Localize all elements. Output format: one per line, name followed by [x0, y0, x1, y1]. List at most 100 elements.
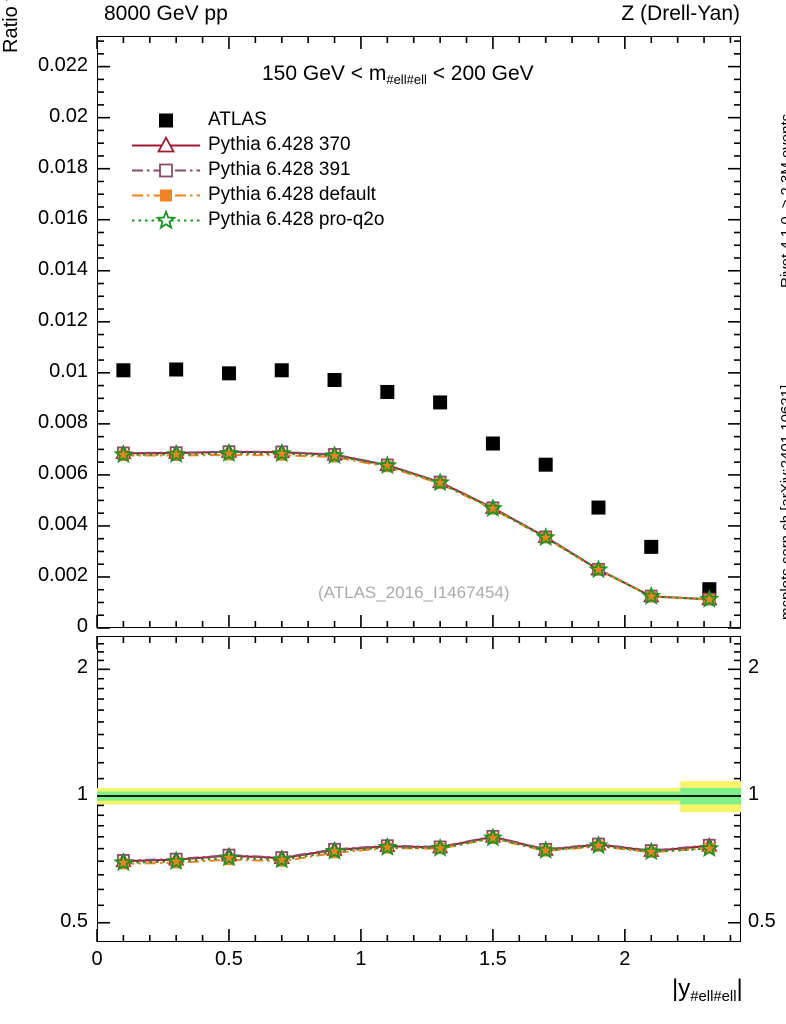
data-marker-star-open	[113, 852, 134, 872]
xaxis-tick-label: 1.5	[478, 948, 507, 970]
data-marker-star-open	[377, 455, 398, 475]
data-marker-star-open	[588, 835, 609, 855]
data-marker-star-open	[113, 444, 134, 464]
data-marker-square-filled	[645, 591, 657, 603]
xaxis-label: |y#ell#ell|	[672, 975, 743, 1005]
main-yaxis-tick-label: 0	[76, 615, 88, 637]
series-line-pythia-6-428-pro-q2o	[123, 452, 710, 601]
main-yaxis-tick-label: 0.022	[37, 53, 88, 76]
legend-item[interactable]: Pythia 6.428 370	[130, 133, 450, 158]
main-yaxis-tick-label: 0.004	[37, 512, 88, 535]
xaxis-tick-label: 0.5	[215, 948, 243, 970]
ratio-yaxis-tick-label-right: 0.5	[748, 909, 776, 932]
ratio-yaxis-tick-label: 1	[76, 783, 88, 806]
ratio-yaxis-tick-label: 2	[76, 656, 88, 679]
data-marker-star-open	[271, 443, 292, 463]
data-marker-star-open	[641, 585, 662, 605]
main-yaxis-tick-label: 0.016	[37, 206, 88, 229]
data-marker-star-open	[377, 836, 398, 856]
legend-item[interactable]: Pythia 6.428 391	[130, 158, 450, 183]
data-marker-square-filled	[117, 450, 129, 462]
main-yaxis-tick-label: 0.01	[49, 359, 88, 382]
legend-item[interactable]: Pythia 6.428 pro-q2o	[130, 208, 450, 233]
ratio-yaxis-tick-label: 0.5	[60, 909, 88, 932]
data-marker-square-filled	[327, 372, 342, 387]
legend-sample-triangle-open-icon	[130, 133, 202, 158]
data-marker-star-open	[482, 827, 503, 847]
main-yaxis-tick-label: 0.014	[37, 257, 88, 280]
mass-range-annotation: 150 GeV < m#ell#ell < 200 GeV	[262, 62, 534, 88]
data-marker-square-filled	[540, 532, 552, 544]
legend-item[interactable]: ATLAS	[130, 108, 450, 133]
data-marker-square-filled	[329, 847, 341, 859]
data-marker-star-open	[430, 837, 451, 857]
legend-item-label: Pythia 6.428 370	[208, 134, 351, 155]
xaxis-tick-label: 0	[91, 948, 103, 970]
header-right-label: Z (Drell-Yan)	[621, 2, 740, 25]
data-marker-star-open	[324, 840, 345, 860]
data-marker-square-filled	[538, 457, 553, 472]
data-marker-square-filled	[433, 395, 448, 410]
data-marker-square-filled	[223, 854, 235, 866]
data-marker-star-open	[588, 559, 609, 579]
data-marker-star-open	[641, 841, 662, 861]
data-marker-square-filled	[591, 500, 606, 515]
data-marker-star-open	[535, 527, 556, 547]
data-marker-square-filled	[117, 858, 129, 870]
data-marker-square-filled	[645, 846, 657, 858]
ratio-series-line	[123, 836, 710, 864]
data-marker-square-filled	[540, 845, 552, 857]
analysis-watermark: (ATLAS_2016_I1467454)	[318, 583, 510, 602]
data-marker-square-filled	[170, 450, 182, 462]
data-marker-square-filled	[703, 842, 715, 854]
data-marker-square-filled	[381, 461, 393, 473]
ratio-yaxis-tick-label-right: 2	[748, 656, 760, 679]
data-marker-square-filled	[170, 857, 182, 869]
data-marker-star-open	[166, 851, 187, 870]
ratio-yaxis-tick-label-right: 1	[748, 783, 760, 806]
data-marker-star-open	[218, 847, 239, 867]
main-yaxis-tick-label: 0.018	[37, 155, 88, 178]
data-marker-square-filled	[223, 449, 235, 461]
data-marker-square-filled	[434, 478, 446, 490]
legend-sample-square-open-icon	[130, 158, 202, 183]
xaxis-tick-label: 2	[619, 948, 631, 970]
data-marker-square-filled	[329, 451, 341, 463]
legend-sample-square-filled-icon	[130, 108, 202, 133]
data-marker-square-filled	[116, 363, 131, 378]
data-marker-square-filled	[485, 436, 500, 451]
legend-item-label: Pythia 6.428 pro-q2o	[208, 209, 385, 230]
data-marker-square-filled	[644, 539, 659, 554]
main-yaxis-tick-label: 0.006	[37, 461, 88, 484]
legend-item[interactable]: Pythia 6.428 default	[130, 183, 450, 208]
main-yaxis-tick-label: 0.008	[37, 410, 88, 433]
legend: ATLAS Pythia 6.428 370 Pythia 6.428 391 Pyt…	[130, 108, 450, 233]
legend-item-label: Pythia 6.428 391	[208, 159, 351, 180]
data-marker-star-open	[218, 442, 239, 462]
data-marker-square-filled	[274, 363, 289, 378]
data-marker-square-filled	[487, 503, 499, 515]
data-marker-square-filled	[434, 843, 446, 855]
main-plot-panel	[97, 36, 741, 628]
data-marker-star-open	[535, 840, 556, 860]
data-marker-star-open	[699, 838, 720, 858]
main-yaxis-tick-label: 0.002	[37, 563, 88, 586]
data-marker-square-filled	[276, 855, 288, 867]
data-marker-star-open	[482, 498, 503, 518]
legend-item-label: ATLAS	[208, 109, 267, 130]
data-marker-square-filled	[592, 564, 604, 576]
data-marker-star-open	[271, 849, 292, 869]
data-marker-square-filled	[221, 366, 236, 381]
data-marker-star-open	[699, 588, 720, 608]
legend-sample-square-filled-icon	[130, 183, 202, 208]
series-line-pythia-6-428-391	[123, 450, 710, 601]
data-marker-square-filled	[592, 840, 604, 852]
series-line-pythia-6-428-default	[123, 453, 710, 601]
legend-item-label: Pythia 6.428 default	[208, 184, 376, 205]
data-marker-square-filled	[381, 842, 393, 854]
xaxis-tick-label: 1	[355, 948, 367, 970]
data-marker-square-filled	[380, 384, 395, 399]
data-marker-square-filled	[276, 449, 288, 461]
data-marker-square-filled	[169, 362, 184, 377]
